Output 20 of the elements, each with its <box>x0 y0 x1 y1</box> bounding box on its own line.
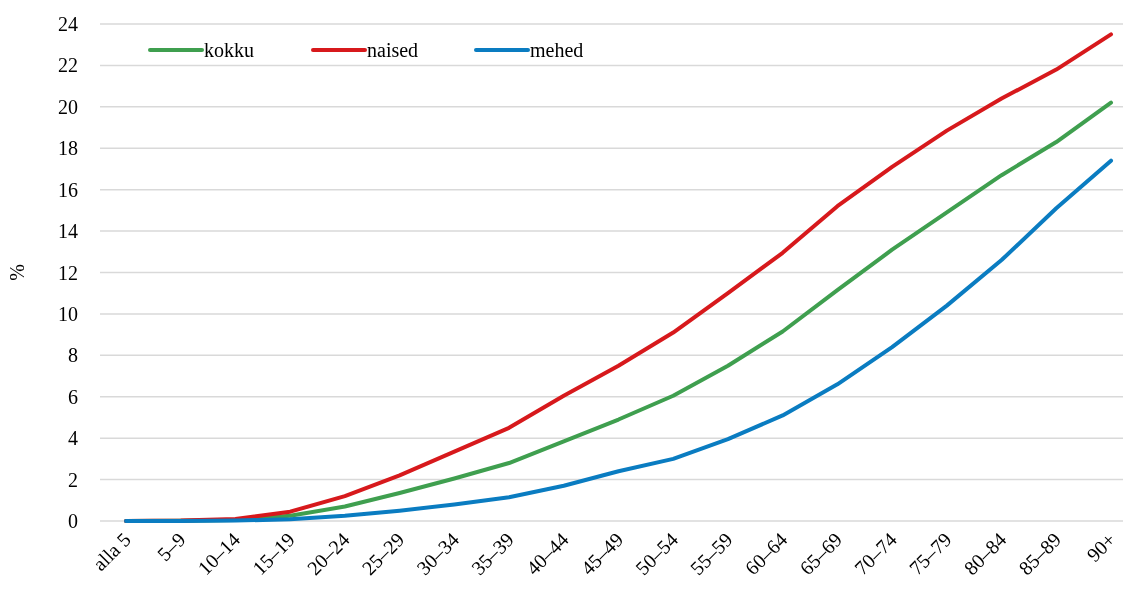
legend-label: kokku <box>204 39 254 61</box>
x-tick-label: 5–9 <box>152 528 190 566</box>
x-tick-label: alla 5 <box>88 528 135 575</box>
y-tick-label: 4 <box>68 427 78 450</box>
y-tick-label: 2 <box>68 468 78 491</box>
y-tick-label: 6 <box>68 385 78 408</box>
y-tick-label: 24 <box>58 13 78 35</box>
y-tick-label: 16 <box>58 178 78 201</box>
x-tick-label: 90+ <box>1082 528 1120 566</box>
y-tick-label: 20 <box>58 95 78 118</box>
y-tick-label: 0 <box>68 510 78 532</box>
y-tick-label: 10 <box>58 302 78 325</box>
legend-label: mehed <box>530 39 584 61</box>
y-tick-label: 22 <box>58 54 78 77</box>
legend-label: naised <box>367 39 419 61</box>
y-tick-label: 14 <box>58 220 78 243</box>
y-tick-label: 8 <box>68 344 78 367</box>
y-tick-label: 12 <box>58 261 78 284</box>
y-tick-label: 18 <box>58 137 78 160</box>
y-axis-title: % <box>6 264 28 281</box>
